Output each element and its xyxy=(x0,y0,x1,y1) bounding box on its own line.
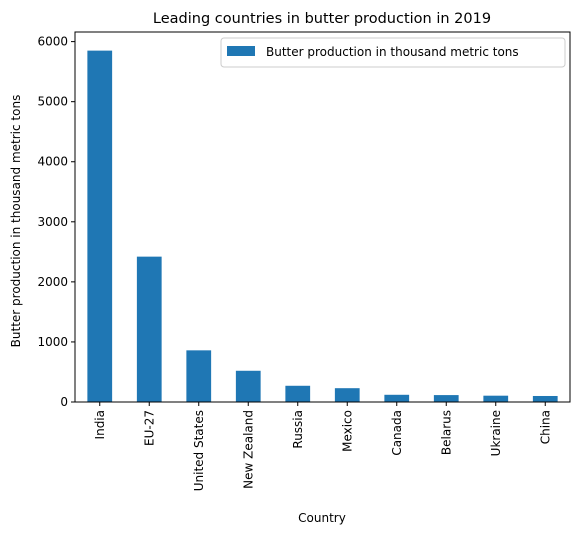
y-tick-label: 3000 xyxy=(37,215,68,229)
bar-ukraine xyxy=(483,395,509,402)
x-tick-label: Ukraine xyxy=(489,410,503,456)
x-tick-label: China xyxy=(538,410,552,444)
x-tick-label: United States xyxy=(192,410,206,491)
bar-new-zealand xyxy=(235,370,261,402)
plot-area: 0 1000 2000 3000 4000 5000 6000 India EU-27 Unite… xyxy=(37,31,571,491)
bar-belarus xyxy=(433,395,459,402)
y-tick-label: 0 xyxy=(60,395,68,409)
bar-mexico xyxy=(334,388,360,402)
x-tick-label: Mexico xyxy=(340,410,354,452)
x-tick-label: New Zealand xyxy=(241,410,255,489)
bar-canada xyxy=(384,394,410,402)
x-tick-label: Russia xyxy=(291,410,305,449)
x-tick-label: EU-27 xyxy=(142,410,156,446)
x-tick-label: India xyxy=(93,410,107,439)
y-tick-label: 6000 xyxy=(37,35,68,49)
bar-eu-27 xyxy=(136,256,162,402)
x-tick-label: Belarus xyxy=(439,410,453,455)
legend-label: Butter production in thousand metric ton… xyxy=(266,45,519,59)
x-axis-title: Country xyxy=(298,511,346,525)
plot-frame xyxy=(74,31,571,403)
bar-united-states xyxy=(186,350,212,402)
y-tick-label: 2000 xyxy=(37,275,68,289)
bar-india xyxy=(87,50,113,403)
legend: Butter production in thousand metric ton… xyxy=(220,37,566,68)
y-tick-label: 1000 xyxy=(37,335,68,349)
bar-china xyxy=(532,395,558,402)
legend-swatch xyxy=(227,46,255,56)
y-tick-label: 5000 xyxy=(37,95,68,109)
y-axis-title: Butter production in thousand metric ton… xyxy=(9,95,23,348)
legend-frame xyxy=(220,37,566,68)
y-tick-label: 4000 xyxy=(37,155,68,169)
bar-russia xyxy=(285,385,311,402)
chart-title: Leading countries in butter production i… xyxy=(153,11,491,27)
x-tick-label: Canada xyxy=(390,410,404,456)
